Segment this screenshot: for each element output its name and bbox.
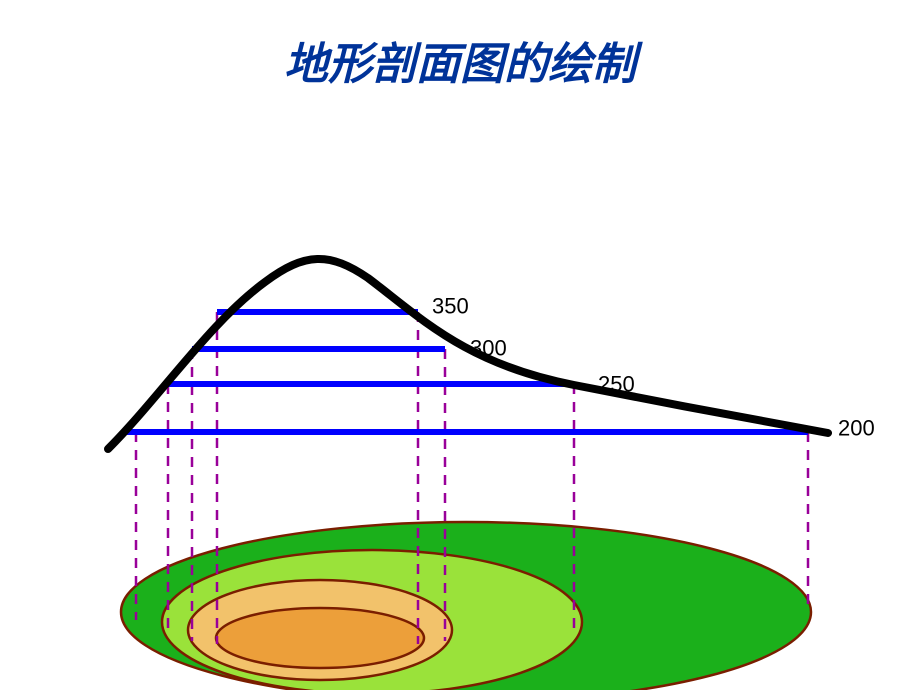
elevation-label-300: 300 [470, 336, 507, 361]
page-title: 地形剖面图的绘制 [0, 0, 920, 92]
elevation-label-350: 350 [432, 294, 469, 319]
contour-ring-3 [216, 608, 424, 668]
elevation-label-250: 250 [598, 372, 635, 397]
elevation-label-200: 200 [838, 416, 875, 441]
diagram-svg: 350300 250 200 [0, 92, 920, 690]
